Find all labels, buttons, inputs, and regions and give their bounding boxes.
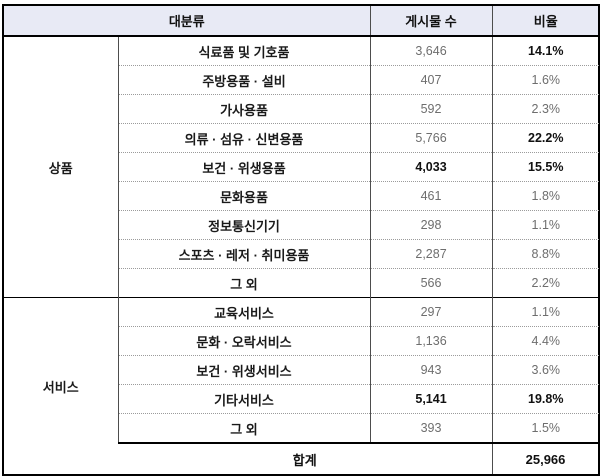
table-row: 기타서비스 5,141 19.8% [3, 384, 600, 414]
table-row: 정보통신기기 298 1.1% [3, 210, 600, 240]
subcategory-cell: 문화 · 오락서비스 [117, 326, 371, 356]
table-row: 상품 식료품 및 기호품 3,646 14.1% [3, 36, 600, 176]
ratio-cell: 22.2% [491, 123, 600, 153]
ratio-cell: 1.1% [491, 297, 600, 327]
header-count: 게시물 수 [369, 5, 493, 37]
count-cell: 4,033 [369, 152, 493, 182]
count-cell: 461 [369, 181, 493, 211]
ratio-cell: 15.5% [491, 152, 600, 182]
ratio-cell: 1.8% [491, 181, 600, 211]
ratio-cell: 1.5% [491, 413, 600, 443]
ratio-cell: 4.4% [491, 326, 600, 356]
count-cell: 5,141 [369, 384, 493, 414]
count-cell: 298 [369, 210, 493, 240]
ratio-cell: 1.6% [491, 65, 600, 95]
subcategory-cell: 주방용품 · 설비 [117, 65, 371, 95]
count-cell: 1,136 [369, 326, 493, 356]
subcategory-cell: 의류 · 섬유 · 신변용품 [117, 123, 371, 153]
total-count-cell: 25,966 [491, 442, 600, 475]
table-row: 가사용품 592 2.3% [3, 94, 600, 124]
ratio-cell: 14.1% [491, 36, 600, 66]
header-row: 대분류 게시물 수 비율 [3, 5, 600, 37]
count-cell: 393 [369, 413, 493, 443]
group-cell-products: 상품 [48, 160, 73, 176]
count-cell: 566 [369, 268, 493, 298]
table-row: 스포츠 · 레저 · 취미용품 2,287 8.8% [3, 239, 600, 269]
table-row: 의류 · 섬유 · 신변용품 5,766 22.2% [3, 123, 600, 153]
subcategory-cell: 그 외 [117, 268, 371, 298]
count-cell: 407 [369, 65, 493, 95]
count-cell: 297 [369, 297, 493, 327]
table-row: 보건 · 위생서비스 943 3.6% [3, 355, 600, 385]
ratio-cell: 2.3% [491, 94, 600, 124]
subcategory-cell: 식료품 및 기호품 [117, 36, 371, 66]
ratio-cell: 1.1% [491, 210, 600, 240]
table-row: 그 외 393 1.5% [3, 413, 600, 443]
group-cell-services: 서비스 [3, 297, 118, 475]
count-cell: 5,766 [369, 123, 493, 153]
count-cell: 943 [369, 355, 493, 385]
subcategory-cell: 가사용품 [117, 94, 371, 124]
subcategory-cell: 그 외 [117, 413, 371, 443]
table-row: 서비스 교육서비스 297 1.1% [3, 297, 600, 475]
total-label-cell: 합계 [118, 442, 493, 475]
category-stats-table: 대분류 게시물 수 비율 상품 식료품 및 기호품 3,646 14.1% 주방… [2, 4, 600, 476]
ratio-cell: 3.6% [491, 355, 600, 385]
subcategory-cell: 보건 · 위생서비스 [117, 355, 371, 385]
table-row: 보건 · 위생용품 4,033 15.5% [3, 152, 600, 182]
table-row: 문화 · 오락서비스 1,136 4.4% [3, 326, 600, 356]
total-row: 합계 25,966 100% [3, 442, 600, 475]
ratio-cell: 19.8% [491, 384, 600, 414]
subcategory-cell: 보건 · 위생용품 [117, 152, 371, 182]
header-ratio: 비율 [491, 5, 600, 37]
subcategory-cell: 기타서비스 [117, 384, 371, 414]
subcategory-cell: 교육서비스 [117, 297, 371, 327]
subcategory-cell: 정보통신기기 [117, 210, 371, 240]
subcategory-cell: 스포츠 · 레저 · 취미용품 [117, 239, 371, 269]
table-row: 문화용품 461 1.8% [3, 181, 600, 211]
ratio-cell: 8.8% [491, 239, 600, 269]
count-cell: 3,646 [369, 36, 493, 66]
header-category: 대분류 [3, 5, 371, 37]
count-cell: 592 [369, 94, 493, 124]
count-cell: 2,287 [369, 239, 493, 269]
subcategory-cell: 문화용품 [117, 181, 371, 211]
table-row: 그 외 566 2.2% [3, 268, 600, 298]
ratio-cell: 2.2% [491, 268, 600, 298]
table-row: 주방용품 · 설비 407 1.6% [3, 65, 600, 95]
